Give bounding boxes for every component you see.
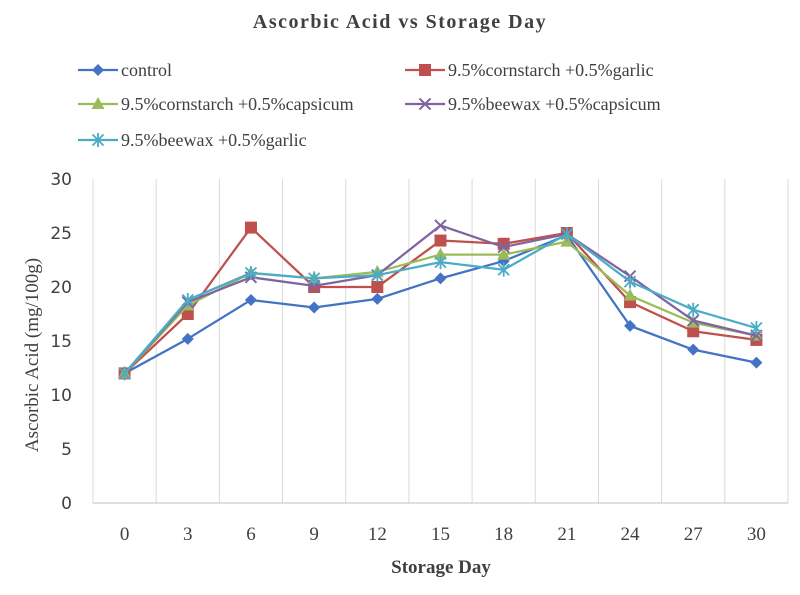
data-point-0-4 <box>371 292 384 305</box>
legend-label: 9.5%cornstarch +0.5%capsicum <box>121 94 354 114</box>
x-tick-label: 9 <box>309 524 319 545</box>
x-tick-label: 12 <box>368 524 387 545</box>
y-tick-label: 30 <box>50 170 72 190</box>
legend-label: control <box>121 60 172 80</box>
data-point-0-3 <box>308 301 321 314</box>
legend-item-4: 9.5%beewax +0.5%garlic <box>78 130 307 150</box>
data-point-4-4 <box>371 268 384 283</box>
series-0 <box>118 229 763 380</box>
data-point-4-10 <box>750 321 763 336</box>
data-point-0-10 <box>750 356 763 369</box>
legend-item-2: 9.5%cornstarch +0.5%capsicum <box>78 94 354 114</box>
legend-marker <box>419 64 431 76</box>
data-point-0-8 <box>624 319 637 332</box>
legend-item-1: 9.5%cornstarch +0.5%garlic <box>405 60 654 80</box>
x-tick-label: 21 <box>557 524 576 545</box>
data-point-1-5 <box>434 234 447 247</box>
data-point-1-9 <box>687 325 700 338</box>
data-point-4-9 <box>687 302 700 317</box>
y-tick-label: 0 <box>61 494 72 514</box>
data-point-2-6 <box>497 247 511 260</box>
y-axis-ticks: 0 5 10 15 20 25 30 <box>50 170 72 514</box>
data-point-4-2 <box>244 265 258 280</box>
data-point-1-2 <box>244 221 257 234</box>
data-point-4-3 <box>307 271 321 286</box>
data-point-2-5 <box>434 247 447 260</box>
series-layer <box>118 219 763 381</box>
legend-label: 9.5%beewax +0.5%capsicum <box>448 94 661 114</box>
legend-item-3: 9.5%beewax +0.5%capsicum <box>405 94 661 114</box>
series-4 <box>118 227 763 381</box>
x-axis-label: Storage Day <box>391 557 491 578</box>
data-point-4-5 <box>434 255 447 270</box>
data-point-0-6 <box>497 255 510 268</box>
x-axis-ticks: 0 3 6 9 12 15 18 21 24 27 30 <box>120 524 766 545</box>
legend-marker <box>91 97 105 109</box>
data-point-0-9 <box>687 343 700 356</box>
data-point-4-6 <box>497 262 510 277</box>
y-tick-label: 15 <box>50 332 72 352</box>
legend-marker <box>92 64 104 76</box>
data-point-1-1 <box>181 308 194 320</box>
legend-marker <box>418 97 432 111</box>
x-tick-label: 24 <box>621 524 641 545</box>
data-point-4-8 <box>623 274 637 289</box>
data-point-2-8 <box>623 288 637 301</box>
data-point-4-1 <box>181 292 194 307</box>
data-point-0-1 <box>181 332 194 345</box>
x-tick-label: 0 <box>120 524 130 545</box>
data-point-0-5 <box>434 272 447 285</box>
y-tick-label: 10 <box>50 386 72 406</box>
y-tick-label: 20 <box>50 278 72 298</box>
data-point-4-0 <box>118 366 131 381</box>
legend-marker <box>91 133 105 147</box>
x-tick-label: 6 <box>246 524 256 545</box>
y-axis-label: Ascorbic Acid (mg/100g) <box>22 258 43 452</box>
data-point-3-9 <box>687 314 700 327</box>
x-tick-label: 3 <box>183 524 193 545</box>
gridlines <box>92 179 789 503</box>
chart-title: Ascorbic Acid vs Storage Day <box>253 11 547 33</box>
data-point-4-7 <box>560 227 574 242</box>
x-tick-label: 30 <box>747 524 766 545</box>
y-tick-label: 25 <box>50 224 72 244</box>
legend-item-0: control <box>78 60 172 80</box>
data-point-3-5 <box>434 219 447 232</box>
data-point-3-6 <box>497 240 510 254</box>
legend-label: 9.5%beewax +0.5%garlic <box>121 130 307 150</box>
x-tick-label: 18 <box>494 524 513 545</box>
legend: control 9.5%cornstarch +0.5%garlic 9.5%cor… <box>78 60 661 150</box>
y-tick-label: 5 <box>61 440 72 460</box>
data-point-0-2 <box>244 293 257 306</box>
x-tick-label: 15 <box>431 524 450 545</box>
x-tick-label: 27 <box>684 524 703 545</box>
legend-label: 9.5%cornstarch +0.5%garlic <box>448 60 654 80</box>
data-point-1-4 <box>371 281 384 293</box>
